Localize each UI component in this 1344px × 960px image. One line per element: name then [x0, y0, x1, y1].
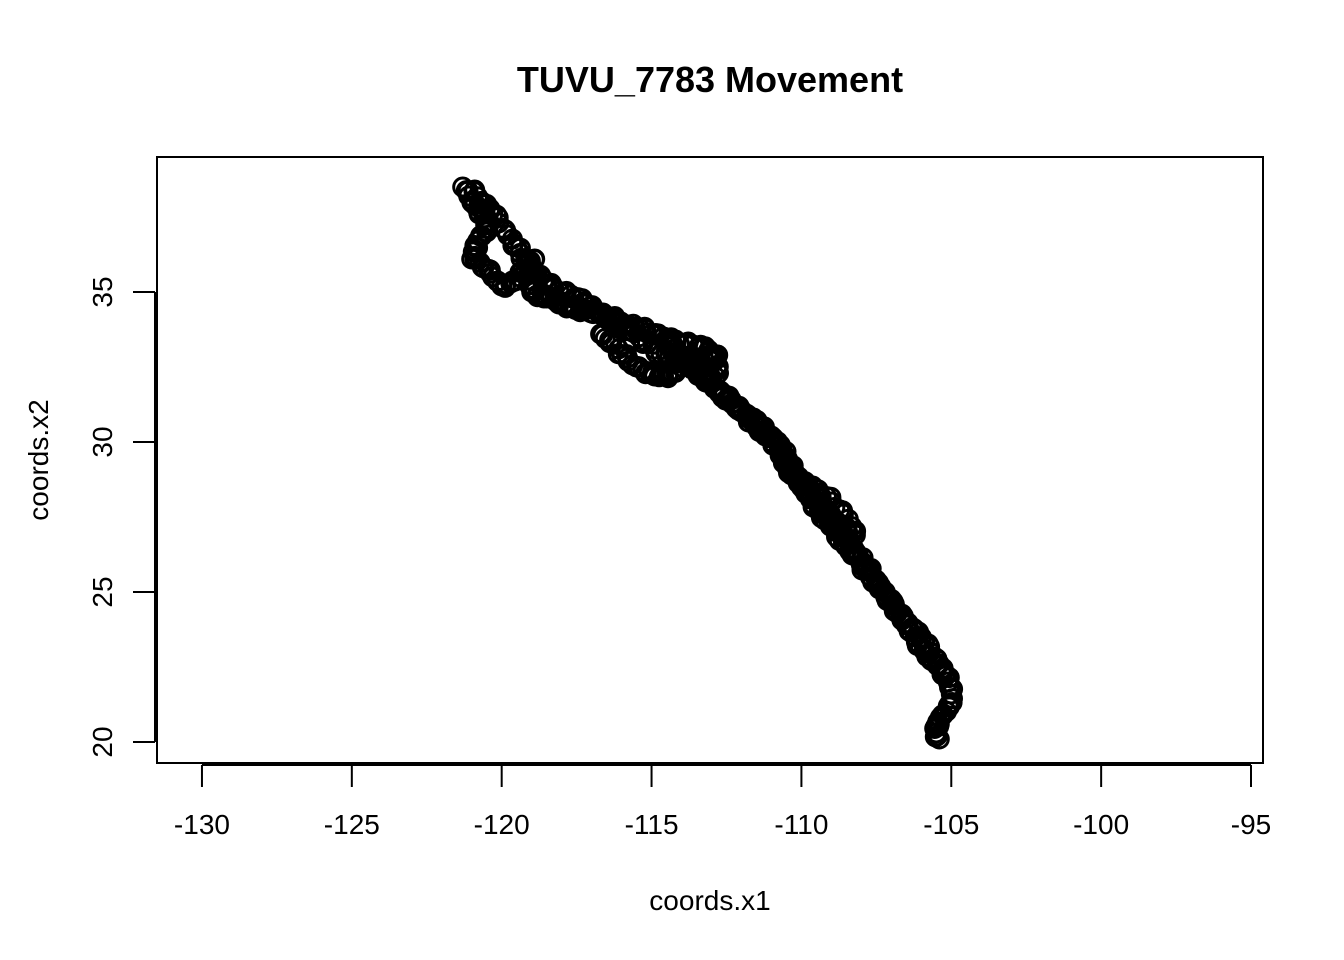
- y-tick-label: 20: [87, 726, 118, 757]
- x-tick-label: -125: [324, 809, 380, 840]
- data-point: [934, 665, 956, 687]
- data-point: [870, 576, 892, 598]
- y-axis-label: coords.x2: [23, 399, 54, 520]
- x-tick-label: -130: [174, 809, 230, 840]
- chart-title: TUVU_7783 Movement: [517, 59, 903, 100]
- y-axis: 20 25 30 35: [87, 276, 156, 758]
- data-point: [467, 237, 489, 259]
- x-tick-label: -95: [1231, 809, 1271, 840]
- data-point: [703, 347, 725, 369]
- plot-frame: [156, 156, 1264, 764]
- x-tick-label: -100: [1073, 809, 1129, 840]
- x-tick-label: -115: [625, 809, 679, 840]
- y-tick-label: 30: [87, 426, 118, 457]
- track-points: [452, 176, 964, 750]
- x-tick-label: -110: [774, 809, 828, 840]
- y-tick-label: 35: [87, 276, 118, 307]
- data-point: [775, 455, 797, 477]
- x-tick-label: -120: [474, 809, 530, 840]
- x-tick-label: -105: [923, 809, 979, 840]
- data-point: [928, 728, 950, 750]
- x-axis: -130 -125 -120 -115 -110 -105 -100 -95: [174, 764, 1271, 840]
- data-point: [707, 344, 728, 366]
- x-axis-label: coords.x1: [649, 885, 770, 916]
- y-tick-label: 25: [87, 576, 118, 607]
